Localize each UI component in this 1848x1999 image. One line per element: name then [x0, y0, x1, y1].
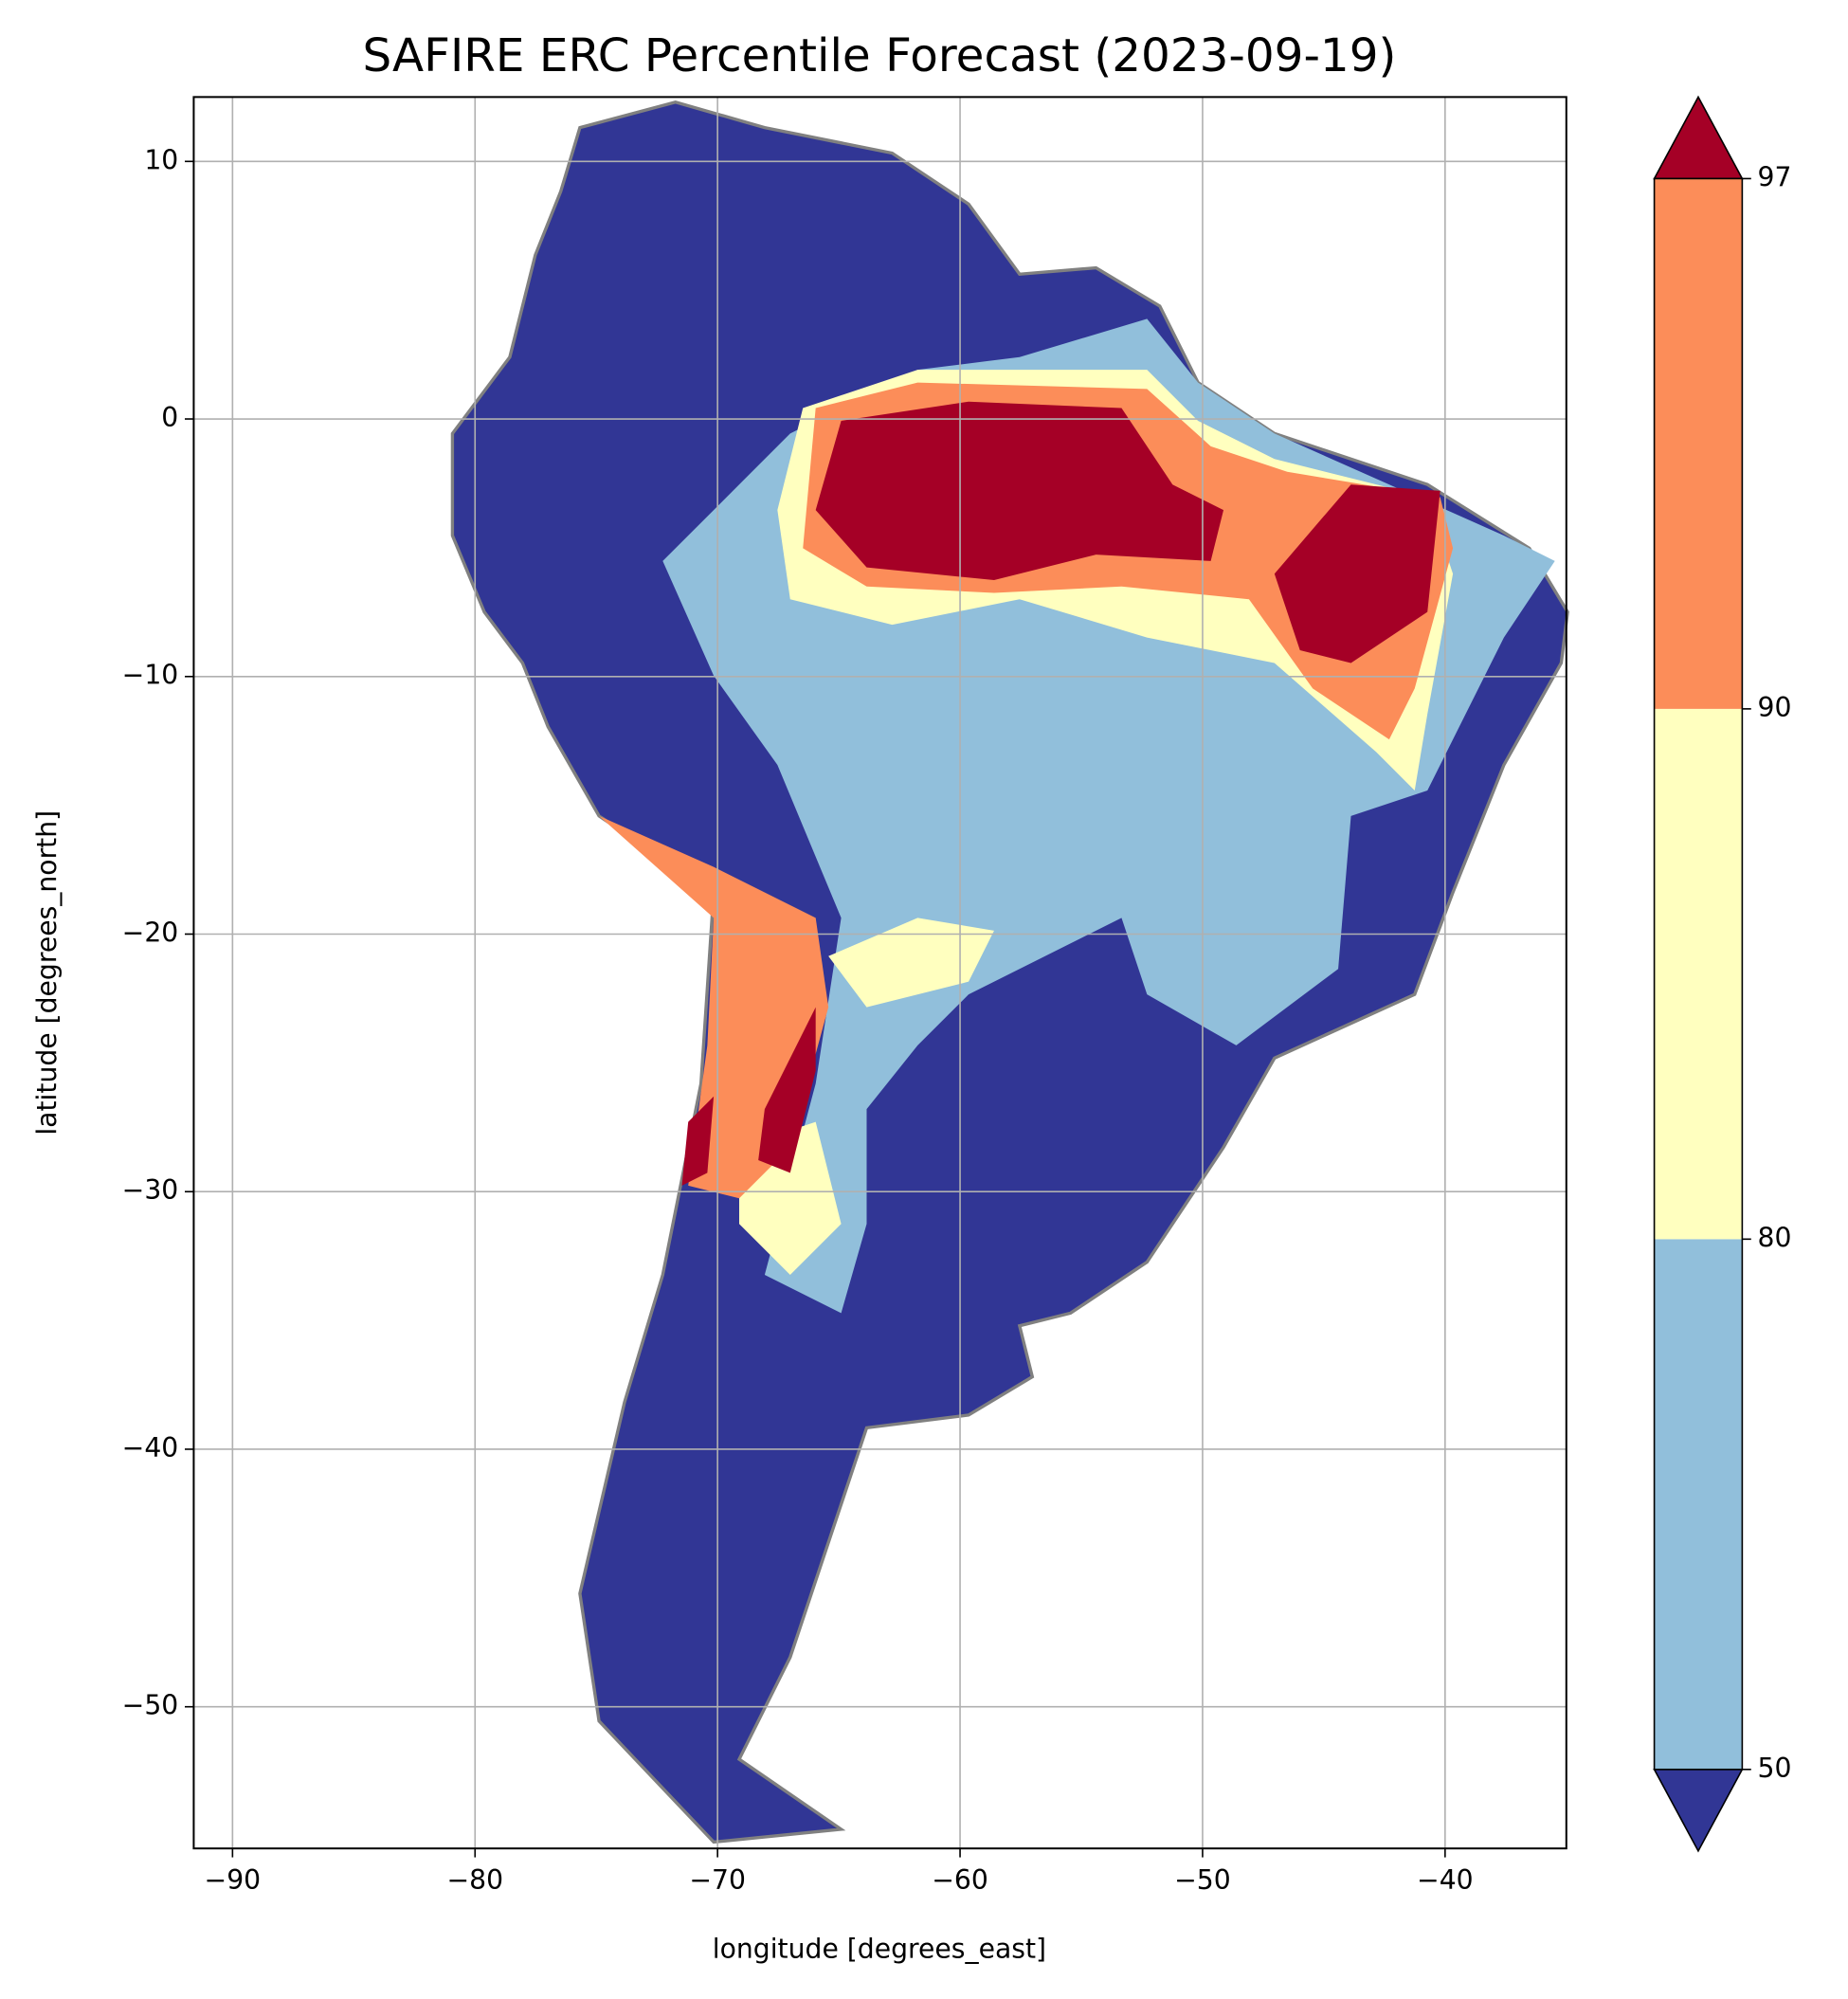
- x-tick-label: −80: [446, 1864, 503, 1896]
- plot-frame: [192, 96, 1567, 1850]
- region-above: [681, 401, 1440, 1186]
- y-tick-label: −10: [122, 660, 179, 691]
- colorbar-tick-label: 90: [1758, 692, 1792, 723]
- y-tick-label: 10: [144, 144, 178, 175]
- x-tick-label: −40: [1417, 1864, 1474, 1896]
- colorbar-extend-low: [1653, 1768, 1744, 1853]
- map: [450, 100, 1569, 1845]
- x-axis-label: longitude [degrees_east]: [713, 1934, 1046, 1965]
- x-tick-label: −50: [1174, 1864, 1231, 1896]
- region-97: [599, 382, 1454, 1199]
- colorbar-extend-high: [1653, 95, 1744, 180]
- y-tick-label: −20: [122, 917, 179, 948]
- colorbar-tick-label: 50: [1758, 1753, 1792, 1784]
- y-tick-label: −40: [122, 1432, 179, 1463]
- colorbar-segment: [1654, 1239, 1743, 1770]
- chart-title: SAFIRE ERC Percentile Forecast (2023-09-…: [362, 29, 1396, 82]
- y-tick-label: −50: [122, 1690, 179, 1721]
- x-tick-label: −60: [932, 1864, 988, 1896]
- y-tick-label: 0: [161, 402, 178, 433]
- y-axis-label: latitude [degrees_north]: [31, 810, 63, 1136]
- colorbar-frame: [1653, 177, 1744, 1771]
- colorbar-tick-label: 97: [1758, 161, 1792, 192]
- y-tick-label: −30: [122, 1174, 179, 1206]
- colorbar-segment: [1654, 178, 1743, 709]
- colorbar-tick-label: 80: [1758, 1222, 1792, 1253]
- x-tick-label: −90: [205, 1864, 262, 1896]
- x-tick-label: −70: [689, 1864, 746, 1896]
- colorbar-segment: [1654, 708, 1743, 1240]
